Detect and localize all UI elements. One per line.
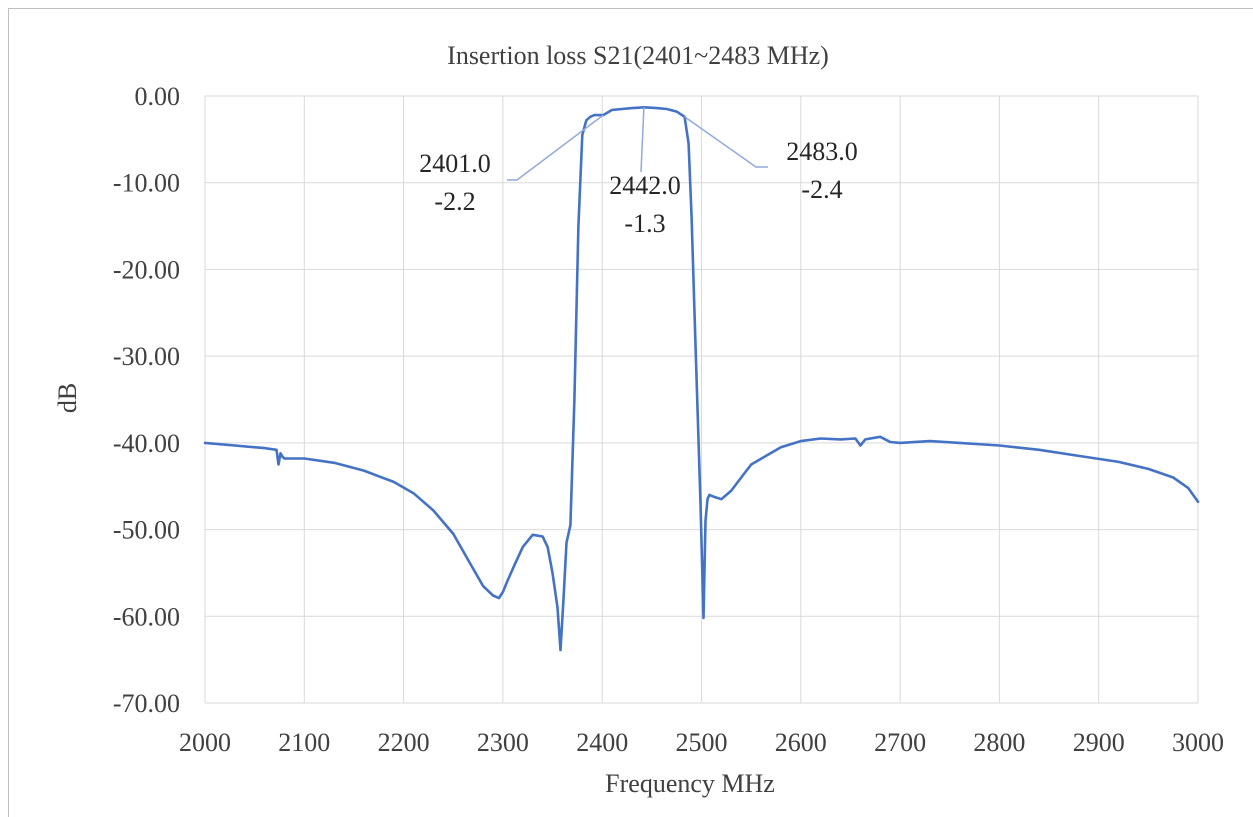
callout-leader-line [640, 107, 645, 173]
callout-leader-line [684, 116, 768, 168]
y-tick-label: -50.00 [113, 516, 180, 545]
x-tick-label: 2000 [179, 728, 231, 757]
y-tick-label: -30.00 [113, 342, 180, 371]
y-tick-label: -70.00 [113, 689, 180, 718]
x-tick-label: 2900 [1073, 728, 1125, 757]
callout-value: -2.2 [434, 187, 475, 216]
y-tick-label: -60.00 [113, 602, 180, 631]
x-tick-label: 2300 [477, 728, 529, 757]
x-tick-label: 2400 [576, 728, 628, 757]
chart-title: Insertion loss S21(2401~2483 MHz) [447, 41, 829, 70]
callout-frequency: 2442.0 [609, 171, 681, 200]
callout-frequency: 2401.0 [419, 149, 491, 178]
x-tick-label: 2700 [874, 728, 926, 757]
x-tick-label: 2100 [278, 728, 330, 757]
callout-value: -1.3 [624, 209, 665, 238]
x-tick-label: 2500 [676, 728, 728, 757]
callout-frequency: 2483.0 [786, 137, 858, 166]
x-tick-label: 2600 [775, 728, 827, 757]
grid [204, 95, 1199, 704]
series-layer [203, 106, 1200, 652]
x-tick-label: 2200 [378, 728, 430, 757]
chart-frame [8, 8, 1253, 817]
y-tick-label: -20.00 [113, 255, 180, 284]
y-tick-label: -10.00 [113, 169, 180, 198]
y-tick-label: 0.00 [135, 82, 181, 111]
annotations: 2401.0 -2.2 2442.0 -1.3 2483.0 -2.4 [419, 107, 858, 238]
x-tick-label: 2800 [973, 728, 1025, 757]
x-axis-label: Frequency MHz [605, 769, 775, 798]
y-axis-label: dB [53, 383, 82, 413]
callout-value: -2.4 [801, 175, 842, 204]
series-line [203, 106, 1200, 652]
x-tick-label: 3000 [1172, 728, 1224, 757]
axes: 2000 2100 2200 2300 2400 2500 2600 2700 2800 2900… [113, 82, 1224, 757]
y-tick-label: -40.00 [113, 429, 180, 458]
callout-leader-line [507, 114, 604, 181]
